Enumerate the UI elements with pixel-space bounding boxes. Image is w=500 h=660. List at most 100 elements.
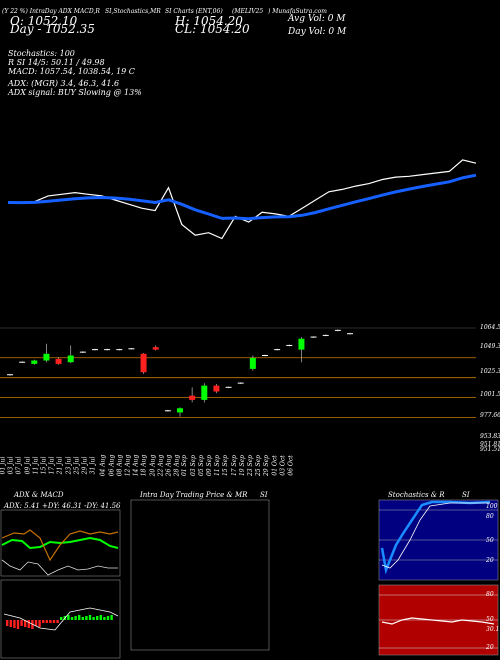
macd-bar — [96, 616, 99, 620]
x-date-label: 09 Sep — [206, 454, 214, 477]
macd-bar — [16, 620, 20, 629]
candle-body — [298, 338, 305, 350]
x-date-label: 18 Aug — [140, 454, 148, 477]
day-value: Day - 1052.35 — [10, 22, 95, 36]
minus-di-line — [1, 559, 118, 576]
x-date-label: 09 Jul — [23, 456, 31, 475]
macd-bar — [45, 620, 48, 623]
x-date-label: 21 Jul — [56, 456, 64, 475]
macd-bar — [70, 617, 74, 620]
macd-bar — [20, 620, 23, 626]
close-value: CL: 1054.20 — [175, 22, 250, 36]
x-date-label: 29 Sep — [263, 454, 271, 477]
x-date-label: 25 Jul — [73, 456, 81, 475]
x-date-label: 03 Sep — [189, 454, 197, 477]
macd-bar — [92, 617, 95, 620]
candle-body — [249, 358, 256, 369]
x-date-label: 19 Sep — [238, 454, 246, 477]
macd-bar — [52, 620, 56, 623]
candle-body — [31, 360, 38, 364]
price-label: 953.83 — [480, 433, 500, 440]
header-title-5: ) MunafaSutra.com — [268, 8, 327, 15]
x-date-label: 03 Jul — [7, 456, 15, 475]
x-date-label: 25 Sep — [255, 454, 263, 477]
macd-bar — [9, 620, 12, 627]
x-date-label: 17 Sep — [230, 454, 238, 477]
x-date-label: 12 Aug — [124, 454, 132, 477]
macd-bar — [38, 620, 41, 627]
price-label: 977.66 — [480, 412, 500, 419]
rsi-value: R SI 14/5: 50.11 / 49.98 — [8, 58, 105, 67]
candle-body — [67, 355, 74, 363]
mrsi-title-2: SI — [260, 491, 268, 499]
x-date-label: 22 Aug — [157, 454, 165, 477]
stoch-tick: 50 — [486, 537, 494, 544]
macd-bar — [6, 620, 9, 626]
x-date-label: 01 Jul — [0, 456, 7, 475]
candle-body — [177, 408, 183, 413]
x-date-label: 23 Jul — [64, 456, 72, 475]
x-date-label: 06 Aug — [107, 454, 115, 477]
candle-body — [213, 385, 220, 392]
x-date-label: 11 Sep — [214, 454, 222, 477]
x-date-label: 29 Jul — [81, 456, 89, 475]
price-label: 951.81 — [480, 441, 500, 448]
candle-body — [140, 353, 147, 373]
macd-bar — [103, 617, 106, 620]
macd-bar — [60, 617, 63, 620]
macd-line — [3, 607, 119, 631]
adx-panel-values: ADX: 5.41 +DY: 46.31 -DY: 41.56 — [4, 502, 121, 510]
plus-di-line — [1, 529, 119, 562]
stochastics-value: Stochastics: 100 — [8, 49, 75, 58]
x-date-label: 11 Jul — [32, 456, 40, 475]
price-label: 1049.39 — [480, 343, 500, 350]
stoch-tick: 100 — [486, 503, 498, 510]
ema-line — [7, 173, 477, 221]
stoch-d-line — [381, 502, 490, 569]
stoch-tick: 20 — [486, 557, 494, 564]
macd-bar — [27, 620, 30, 628]
rsi-line — [381, 617, 495, 625]
candle-body — [55, 358, 62, 364]
price-label: 1001.5 — [480, 391, 500, 398]
adx-value: ADX: (MGR) 3.4, 46.3, 41.6 — [8, 79, 120, 88]
x-date-label: 28 Aug — [173, 454, 181, 477]
open-value: O: 1052.10 — [10, 14, 78, 28]
header-title-2: SI,Stochastics,MR — [105, 8, 161, 15]
adx-macd-title: ADX & MACD — [14, 491, 64, 499]
adx-line — [1, 536, 119, 550]
x-date-label: 17 Jul — [48, 456, 56, 475]
adx-signal: ADX signal: BUY Slowing @ 13% — [8, 88, 142, 97]
candle-body — [201, 385, 208, 400]
macd-bar — [49, 620, 52, 623]
price-label: 1025.35 — [480, 368, 500, 375]
macd-bar — [85, 616, 88, 620]
mrsi-panel — [130, 499, 270, 651]
x-date-label: 26 Aug — [165, 454, 173, 477]
x-date-label: 05 Sep — [197, 454, 205, 477]
avg-volume: Avg Vol: 0 M — [288, 14, 346, 24]
x-date-label: 01 Oct — [271, 455, 279, 476]
x-date-label: 06 Oct — [287, 455, 295, 476]
macd-bar — [34, 620, 38, 626]
day-volume: Day Vol: 0 M — [288, 27, 347, 37]
macd-bar — [81, 617, 84, 620]
macd-bar — [67, 615, 70, 620]
rsi-tick: 50 — [486, 616, 494, 623]
macd-bar — [24, 620, 27, 627]
stoch-title: Stochastics & R — [388, 491, 445, 499]
macd-bar — [13, 620, 16, 628]
x-date-label: 20 Aug — [148, 454, 156, 477]
stoch-tick: 80 — [486, 513, 494, 520]
stoch-k-line — [380, 500, 491, 575]
x-date-label: 15 Sep — [222, 454, 230, 477]
rsi-tick: 80 — [486, 591, 494, 598]
x-date-label: 08 Aug — [116, 454, 124, 477]
header-title-3: SI Charts (ENT,06) — [165, 8, 223, 15]
macd-bar — [106, 616, 110, 620]
price-label: 951.51 — [480, 446, 500, 453]
macd-bar — [42, 620, 45, 623]
x-date-label: 01 Sep — [181, 454, 189, 477]
mrsi-title: Intra Day Trading Price & MR — [140, 491, 248, 499]
x-date-label: 31 Jul — [89, 456, 97, 475]
